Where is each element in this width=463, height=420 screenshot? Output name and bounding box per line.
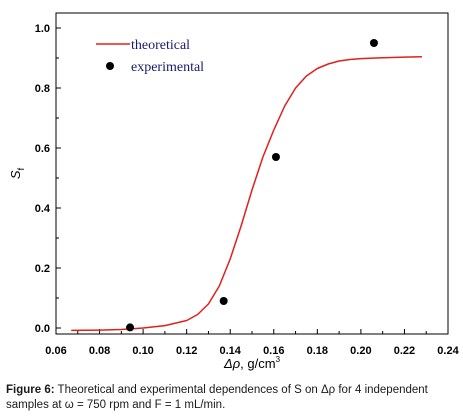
legend-label-theoretical: theoretical	[131, 38, 190, 53]
figure-caption: Figure 6: Theoretical and experimental d…	[6, 383, 456, 413]
legend: theoretical experimental	[96, 38, 204, 75]
chart: 0.06 0.08 0.10 0.12 0.14 0.16 0.18 0.20 0.22 0.24…	[8, 12, 460, 371]
series-line-theoretical	[71, 56, 422, 332]
x-tick-label: 0.06	[45, 345, 66, 357]
x-tick-label: 0.08	[89, 345, 110, 357]
data-point-experimental	[271, 153, 280, 161]
caption-label: Figure 6:	[6, 384, 55, 396]
x-axis-unit-superscript: 3	[276, 355, 281, 364]
data-point-experimental	[219, 297, 228, 305]
x-tick-label: 0.12	[176, 345, 197, 357]
x-tick-label: 0.14	[220, 345, 242, 357]
series-layer	[71, 39, 422, 332]
x-tick-label: 0.10	[132, 345, 153, 357]
axis-labels: Δρ, g/cm3 Sf	[8, 167, 281, 371]
y-axis: 0.0 0.2 0.4 0.6 0.8 1.0	[35, 23, 61, 335]
plot-border	[55, 12, 449, 335]
caption-text: Theoretical and experimental dependences…	[6, 384, 428, 411]
data-point-experimental	[369, 39, 378, 47]
y-axis-subscript: f	[16, 167, 26, 170]
plot-frame	[55, 12, 449, 335]
y-tick-label: 0.2	[35, 263, 50, 275]
x-tick-label: 0.24	[437, 345, 459, 357]
x-axis-symbol: Δρ	[223, 356, 241, 371]
y-axis-symbol: S	[8, 170, 23, 179]
y-tick-label: 0.0	[35, 323, 50, 335]
x-axis-unit: , g/cm	[240, 356, 275, 371]
y-axis-label: Sf	[8, 167, 26, 179]
x-tick-label: 0.20	[350, 345, 371, 357]
x-tick-label: 0.16	[263, 345, 284, 357]
y-tick-label: 1.0	[35, 23, 50, 35]
x-tick-label: 0.18	[307, 345, 328, 357]
x-axis: 0.06 0.08 0.10 0.12 0.14 0.16 0.18 0.20 0.22 0.24	[45, 329, 460, 357]
data-point-experimental	[126, 323, 135, 332]
y-tick-label: 0.6	[35, 143, 50, 155]
x-tick-label: 0.22	[394, 345, 415, 357]
y-tick-label: 0.4	[35, 203, 51, 215]
y-tick-label: 0.8	[35, 83, 50, 95]
x-axis-label: Δρ, g/cm3	[223, 355, 281, 371]
legend-label-experimental: experimental	[131, 60, 204, 75]
legend-swatch-experimental	[106, 62, 114, 70]
